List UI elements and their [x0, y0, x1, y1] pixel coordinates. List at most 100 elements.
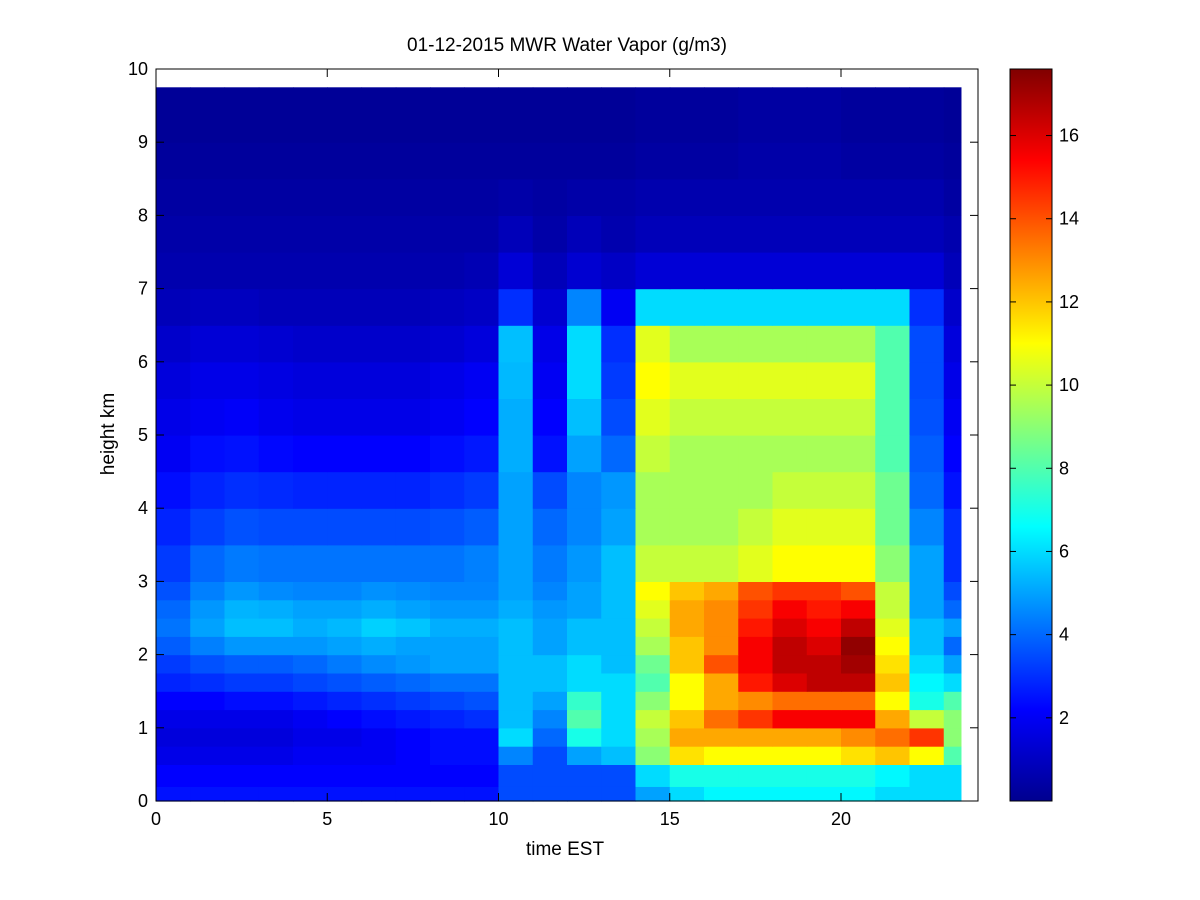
heatmap-cell [224, 215, 260, 253]
heatmap-cell [464, 786, 500, 802]
heatmap-cell [224, 654, 260, 674]
heatmap-cell [464, 618, 500, 637]
heatmap-cell [532, 544, 568, 582]
heatmap-cell [943, 142, 962, 180]
heatmap-cell [361, 654, 397, 674]
heatmap-cell [738, 654, 774, 674]
heatmap-cell [738, 288, 774, 326]
heatmap-cell [464, 361, 500, 399]
heatmap-cell [430, 87, 465, 143]
heatmap-cell [738, 435, 774, 473]
heatmap-cell [909, 599, 945, 619]
heatmap-cell [190, 746, 226, 765]
heatmap-cell [738, 764, 774, 787]
heatmap-cell [361, 325, 397, 363]
heatmap-cell [704, 215, 739, 253]
heatmap-cell [190, 672, 226, 692]
heatmap-cell [669, 215, 705, 253]
heatmap-cell [943, 471, 962, 509]
heatmap-cell [669, 325, 705, 363]
heatmap-cell [430, 252, 465, 290]
heatmap-cell [361, 672, 397, 692]
heatmap-cell [875, 508, 911, 546]
heatmap-cell [704, 746, 739, 765]
heatmap-cell [704, 398, 739, 436]
heatmap-cell [601, 709, 637, 729]
heatmap-cell [361, 636, 397, 656]
heatmap-cell [669, 618, 705, 637]
heatmap-cell [806, 636, 842, 656]
heatmap-cell [704, 618, 739, 637]
heatmap-cell [635, 581, 671, 601]
heatmap-cell [430, 325, 465, 363]
heatmap-cell [430, 435, 465, 473]
heatmap-cell [772, 252, 808, 290]
y-tick-label: 0 [138, 791, 148, 811]
heatmap-cell [841, 636, 876, 656]
heatmap-cell [909, 672, 945, 692]
heatmap-cell [258, 727, 294, 747]
heatmap-cell [327, 654, 363, 674]
heatmap-cell [293, 746, 328, 765]
heatmap-cell [738, 691, 774, 711]
heatmap-cell [293, 252, 328, 290]
heatmap-cell [258, 325, 294, 363]
heatmap-cell [601, 435, 637, 473]
heatmap-cell [395, 636, 431, 656]
heatmap-cell [841, 599, 876, 619]
chart-title: 01-12-2015 MWR Water Vapor (g/m3) [407, 35, 727, 56]
heatmap-cell [190, 398, 226, 436]
heatmap-cell [258, 87, 294, 143]
heatmap-cell [430, 654, 465, 674]
heatmap-cell [601, 786, 637, 802]
heatmap-cell [738, 508, 774, 546]
heatmap-cell [156, 288, 191, 326]
heatmap-cell [704, 325, 739, 363]
heatmap-cell [327, 87, 363, 143]
heatmap-cell [909, 709, 945, 729]
heatmap-cell [327, 786, 363, 802]
heatmap-cell [258, 544, 294, 582]
heatmap-cell [361, 618, 397, 637]
heatmap-cell [293, 786, 328, 802]
heatmap-cell [738, 252, 774, 290]
colorbar-gradient [1010, 69, 1052, 801]
heatmap-cell [841, 746, 876, 765]
heatmap-cell [875, 215, 911, 253]
heatmap-cell [738, 672, 774, 692]
heatmap-cell [532, 691, 568, 711]
y-axis-ticks: 0 1 2 3 4 5 6 7 8 9 10 [128, 59, 978, 811]
heatmap-cell [258, 746, 294, 765]
heatmap-cell [327, 599, 363, 619]
heatmap-cell [532, 178, 568, 216]
heatmap-cell [601, 508, 637, 546]
heatmap-cell [190, 87, 226, 143]
heatmap-cell [909, 361, 945, 399]
heatmap-cell [156, 654, 191, 674]
heatmap-cell [190, 727, 226, 747]
heatmap-cell [532, 361, 568, 399]
heatmap-cell [258, 471, 294, 509]
heatmap-cell [567, 581, 602, 601]
heatmap-cell [909, 581, 945, 601]
heatmap-cell [327, 252, 363, 290]
heatmap-cell [567, 618, 602, 637]
colorbar-ticks: 2 4 6 8 10 12 14 16 [1010, 126, 1079, 728]
heatmap-cell [806, 727, 842, 747]
heatmap-cell [875, 618, 911, 637]
heatmap-cell [806, 654, 842, 674]
heatmap-cell [327, 672, 363, 692]
heatmap-cell [772, 508, 808, 546]
heatmap-cell [532, 654, 568, 674]
heatmap-cell [430, 142, 465, 180]
heatmap-cell [909, 636, 945, 656]
heatmap-cell [772, 581, 808, 601]
x-tick-label: 5 [322, 809, 332, 829]
heatmap-cell [430, 746, 465, 765]
heatmap-cell [361, 142, 397, 180]
heatmap-cell [395, 325, 431, 363]
heatmap-cell [841, 727, 876, 747]
heatmap-cell [704, 361, 739, 399]
heatmap-cell [190, 709, 226, 729]
heatmap-cell [738, 618, 774, 637]
